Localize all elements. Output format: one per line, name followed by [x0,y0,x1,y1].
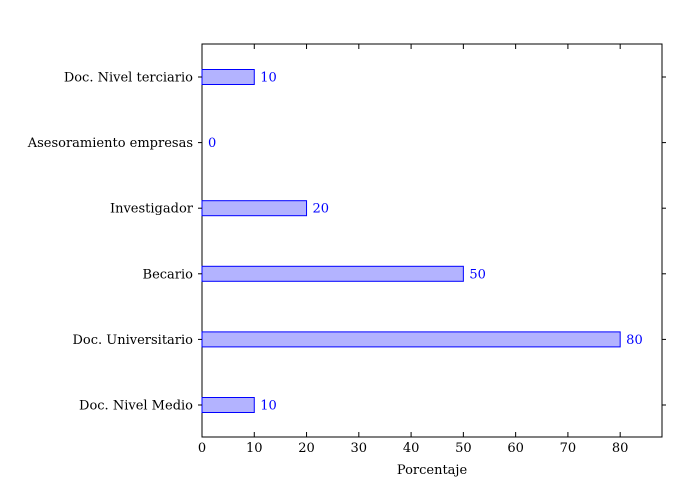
bar-value-label: 10 [260,71,277,86]
y-ticks-group: Doc. Nivel Medio Doc. Universitario Becari… [27,71,666,414]
x-tick-label: 70 [560,441,577,456]
bar [201,265,464,282]
x-tick-label: 20 [298,441,315,456]
y-tick-label: Doc. Universitario [72,333,193,348]
bar-value-label: 0 [208,136,216,151]
x-tick-label: 50 [455,441,472,456]
bar [201,200,308,217]
x-tick-label: 10 [246,441,263,456]
plot-frame [201,43,663,438]
bars-group: 10 80 50 20 0 10 [201,69,643,414]
x-tick-label: 40 [403,441,420,456]
x-tick-label: 80 [612,441,629,456]
bar [201,331,621,348]
x-axis-label: Porcentaje [397,463,468,478]
y-tick-label: Doc. Nivel Medio [79,399,193,414]
y-tick-label: Investigador [110,202,194,217]
bar-value-label: 10 [260,399,277,414]
x-tick-label: 30 [351,441,368,456]
bar [201,69,255,85]
x-ticks-group: 0 10 20 30 40 50 60 70 80 [198,44,629,456]
x-tick-label: 0 [198,441,206,456]
bar [201,397,255,413]
bar-value-label: 80 [626,333,643,348]
y-tick-label: Becario [143,267,194,282]
y-tick-label: Asesoramiento empresas [27,136,193,151]
y-tick-label: Doc. Nivel terciario [64,71,193,86]
x-tick-label: 60 [507,441,524,456]
bar-value-label: 50 [469,267,486,282]
bar-value-label: 20 [313,202,330,217]
